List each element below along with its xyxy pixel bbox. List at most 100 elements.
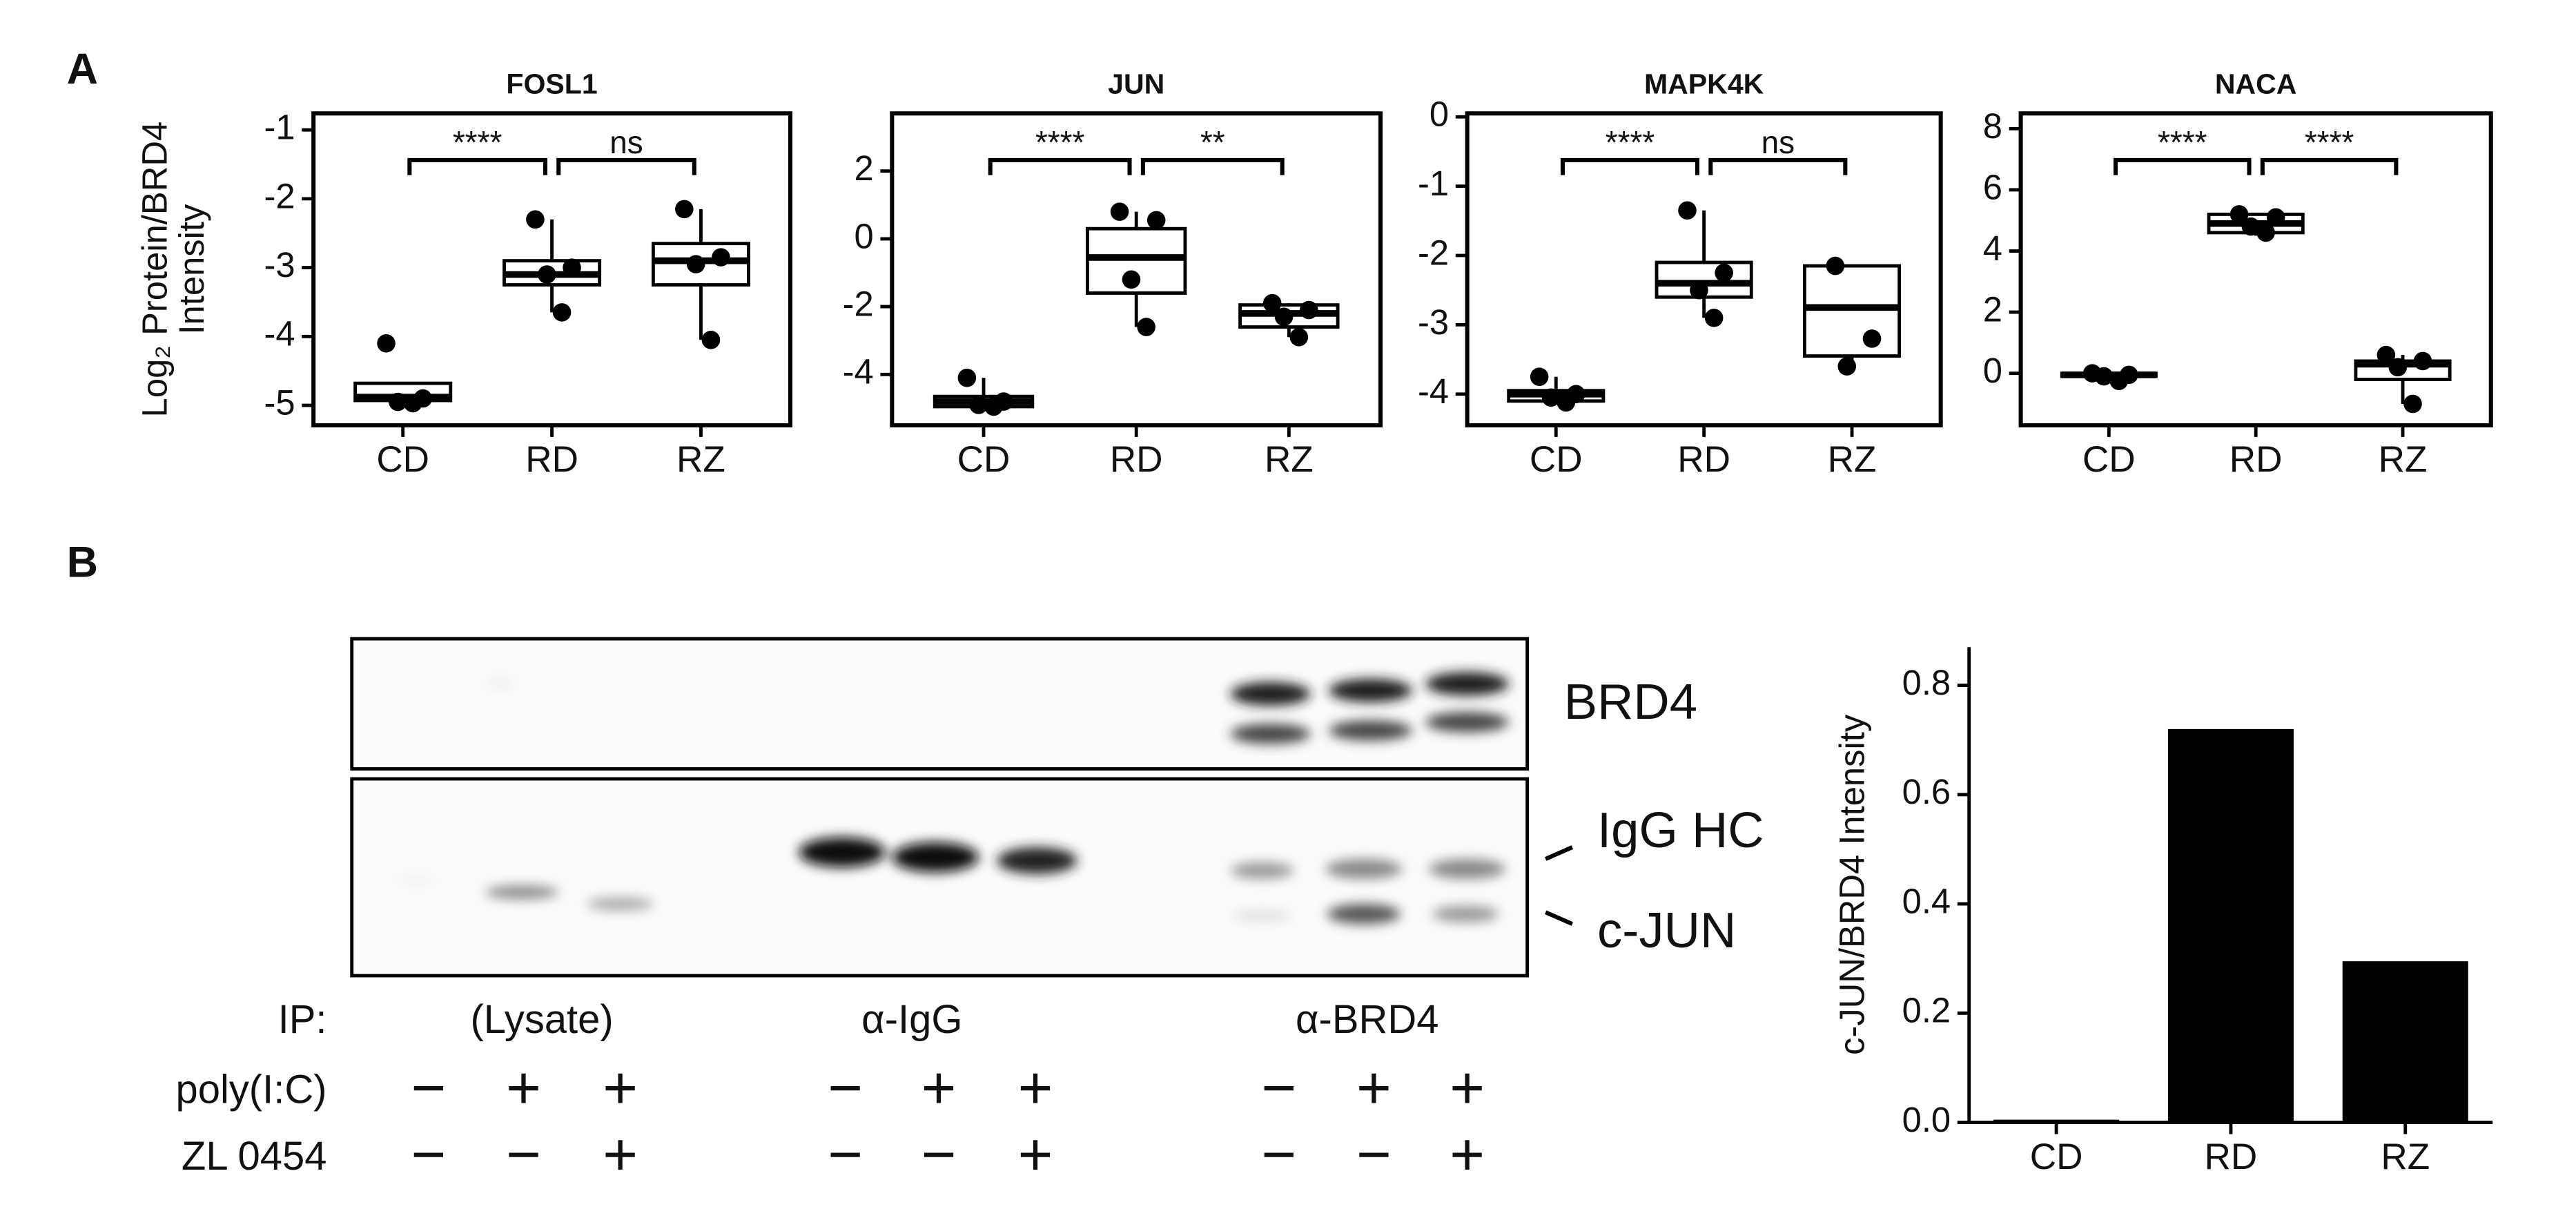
data-point <box>2377 345 2396 365</box>
bar <box>2167 728 2294 1123</box>
significance-label: ** <box>1200 124 1225 160</box>
arrow <box>1544 910 1574 926</box>
treatment-sign: + <box>921 1054 957 1121</box>
plot-frame <box>311 111 793 427</box>
x-tick-label: RD <box>1110 439 1163 480</box>
data-point <box>2256 223 2275 242</box>
treatment-sign: − <box>1356 1121 1392 1188</box>
data-point <box>2413 351 2432 371</box>
treatment-label: ZL 0454 <box>182 1134 327 1179</box>
data-point <box>1557 393 1576 412</box>
y-tick-label: 0.4 <box>1902 881 1951 920</box>
y-tick-label: 0 <box>1983 351 2002 390</box>
significance-label: **** <box>1035 124 1085 160</box>
treatment-label: poly(I:C) <box>175 1067 326 1112</box>
data-point <box>1826 256 1845 276</box>
significance-bracket <box>1560 157 1700 175</box>
significance-bracket <box>988 157 1132 175</box>
y-tick-label: 0.8 <box>1902 663 1951 702</box>
treatment-sign: + <box>1356 1054 1392 1121</box>
treatment-sign: + <box>1018 1054 1053 1121</box>
blot-frame <box>350 637 1530 771</box>
data-point <box>552 303 572 322</box>
data-point <box>1862 329 1882 348</box>
significance-bracket <box>2260 157 2399 175</box>
y-tick-label: -2 <box>1418 233 1449 272</box>
treatment-sign: − <box>1261 1054 1296 1121</box>
data-point <box>2109 371 2129 391</box>
arrow <box>1544 845 1574 861</box>
y-axis-label: c-JUN/BRD4 Intensity <box>1833 714 1872 1055</box>
x-tick-label: CD <box>957 439 1011 480</box>
x-tick-label: CD <box>2082 439 2136 480</box>
treatment-sign: + <box>1450 1054 1485 1121</box>
data-point <box>1262 293 1282 313</box>
x-tick-label: CD <box>1530 439 1583 480</box>
ip-group: α-BRD4 <box>1296 998 1438 1042</box>
x-tick-label: RD <box>1677 439 1730 480</box>
data-point <box>1530 367 1549 386</box>
y-tick-label: 0 <box>855 216 874 255</box>
data-point <box>984 397 1003 416</box>
x-tick-label: RD <box>525 439 578 480</box>
data-point <box>526 210 545 229</box>
y-tick-label: -4 <box>843 352 874 392</box>
data-point <box>1146 211 1166 230</box>
y-tick-label: 4 <box>1983 229 2002 268</box>
protein-label: IgG HC <box>1597 802 1764 858</box>
data-point <box>1715 263 1733 282</box>
treatment-sign: − <box>411 1054 446 1121</box>
data-point <box>686 255 705 273</box>
y-tick-label: 0.0 <box>1902 1100 1951 1139</box>
ip-group: (Lysate) <box>470 998 613 1042</box>
x-tick-label: RZ <box>2379 439 2428 480</box>
panel-label: B <box>67 539 98 587</box>
ip-label: IP: <box>278 998 327 1042</box>
treatment-sign: − <box>921 1121 957 1188</box>
data-point <box>1137 318 1155 336</box>
y-tick-label: 8 <box>1983 106 2002 146</box>
data-point <box>957 368 977 387</box>
y-tick-label: 6 <box>1983 167 2002 206</box>
significance-bracket <box>2113 157 2252 175</box>
data-point <box>1300 300 1318 320</box>
significance-label: **** <box>2305 124 2354 160</box>
data-point <box>1110 202 1129 221</box>
chart-title: MAPK4K <box>1644 68 1764 99</box>
data-point <box>1289 328 1309 347</box>
data-point <box>2403 394 2422 414</box>
significance-label: **** <box>2158 124 2207 160</box>
x-tick-label: RZ <box>1828 439 1877 480</box>
significance-bracket <box>1140 157 1285 175</box>
x-tick-label: RZ <box>676 439 725 480</box>
treatment-sign: + <box>603 1054 638 1121</box>
plot-frame <box>2018 111 2493 427</box>
data-point <box>2229 205 2249 224</box>
chart-title: NACA <box>2215 68 2297 99</box>
data-point <box>1704 309 1724 327</box>
y-tick-label: -2 <box>843 284 874 323</box>
data-point <box>403 394 422 413</box>
y-tick-label: -3 <box>264 245 295 284</box>
data-point <box>538 265 556 284</box>
data-point <box>2266 208 2285 227</box>
bands <box>396 672 1510 925</box>
data-point <box>701 331 721 349</box>
x-tick-label: CD <box>376 439 429 480</box>
data-point <box>377 334 396 353</box>
blot-frame <box>350 777 1530 978</box>
significance-label: **** <box>453 124 502 160</box>
treatment-sign: − <box>828 1121 863 1188</box>
box <box>1803 264 1902 358</box>
x-tick-label: RZ <box>1265 439 1314 480</box>
x-tick-label: CD <box>2030 1137 2083 1177</box>
treatment-sign: + <box>603 1121 638 1188</box>
y-tick-label: -5 <box>264 383 295 422</box>
protein-label: BRD4 <box>1564 674 1697 730</box>
y-axis-label: Intensity <box>172 204 211 335</box>
treatment-sign: + <box>1018 1121 1053 1188</box>
data-point <box>2241 217 2261 236</box>
significance-label: ns <box>1762 124 1795 160</box>
y-tick-label: -2 <box>264 176 295 215</box>
